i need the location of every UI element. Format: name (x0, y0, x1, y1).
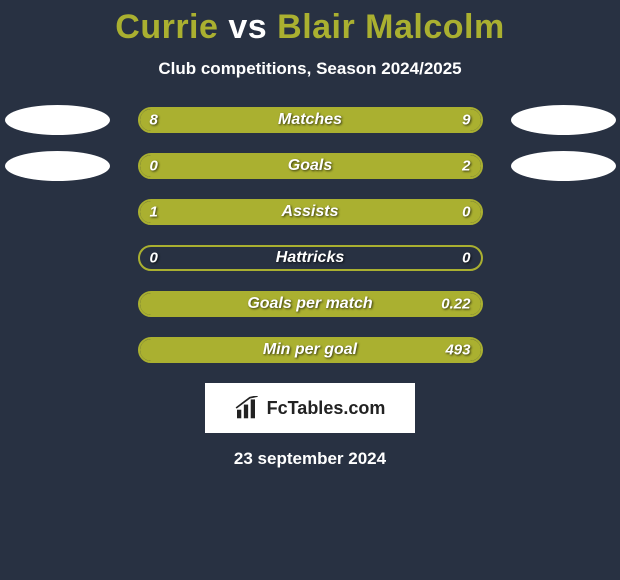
stat-label: Goals (288, 157, 332, 175)
stat-label: Min per goal (263, 341, 357, 359)
player-marker-left (5, 151, 110, 181)
stat-bar: 0 2 Goals (138, 153, 483, 179)
title-left: Currie (115, 8, 218, 46)
stat-bar: 0.22 Goals per match (138, 291, 483, 317)
stat-value-right: 0 (462, 204, 470, 221)
logo-badge[interactable]: FcTables.com (205, 383, 415, 433)
bar-fill-right (201, 155, 481, 177)
logo-text: FcTables.com (267, 398, 386, 419)
bar-chart-icon (235, 396, 263, 420)
date-label: 23 september 2024 (0, 449, 620, 469)
title-right: Blair Malcolm (277, 8, 505, 46)
stat-value-right: 0.22 (441, 296, 470, 313)
player-marker-right (511, 151, 616, 181)
stat-bar: 0 0 Hattricks (138, 245, 483, 271)
bar-fill-left (140, 201, 399, 223)
comparison-card: Currie vs Blair Malcolm Club competition… (0, 0, 620, 469)
player-marker-right (511, 105, 616, 135)
stat-row: 1 0 Assists (0, 199, 620, 225)
stat-value-right: 493 (445, 342, 470, 359)
stat-value-right: 9 (462, 112, 470, 129)
stat-row: 0 0 Hattricks (0, 245, 620, 271)
title-vs: vs (228, 8, 267, 46)
stat-bar: 1 0 Assists (138, 199, 483, 225)
stat-label: Assists (282, 203, 339, 221)
stat-label: Goals per match (247, 295, 372, 313)
stat-row: 0.22 Goals per match (0, 291, 620, 317)
bar-fill-left (140, 109, 300, 131)
stat-row: 493 Min per goal (0, 337, 620, 363)
bar-fill-left (140, 293, 201, 315)
subtitle: Club competitions, Season 2024/2025 (0, 59, 620, 79)
stat-value-left: 1 (150, 204, 158, 221)
stat-bar: 8 9 Matches (138, 107, 483, 133)
player-marker-left (5, 105, 110, 135)
stats-list: 8 9 Matches 0 2 Goals 1 0 Assists 0 0 Hattricks 0.22… (0, 107, 620, 363)
page-title: Currie vs Blair Malcolm (0, 8, 620, 47)
bar-fill-left (140, 339, 201, 361)
stat-row: 8 9 Matches (0, 107, 620, 133)
stat-value-right: 0 (462, 250, 470, 267)
stat-bar: 493 Min per goal (138, 337, 483, 363)
stat-value-right: 2 (462, 158, 470, 175)
stat-row: 0 2 Goals (0, 153, 620, 179)
stat-value-left: 0 (150, 158, 158, 175)
stat-value-left: 0 (150, 250, 158, 267)
stat-label: Hattricks (276, 249, 344, 267)
stat-label: Matches (278, 111, 342, 129)
stat-value-left: 8 (150, 112, 158, 129)
